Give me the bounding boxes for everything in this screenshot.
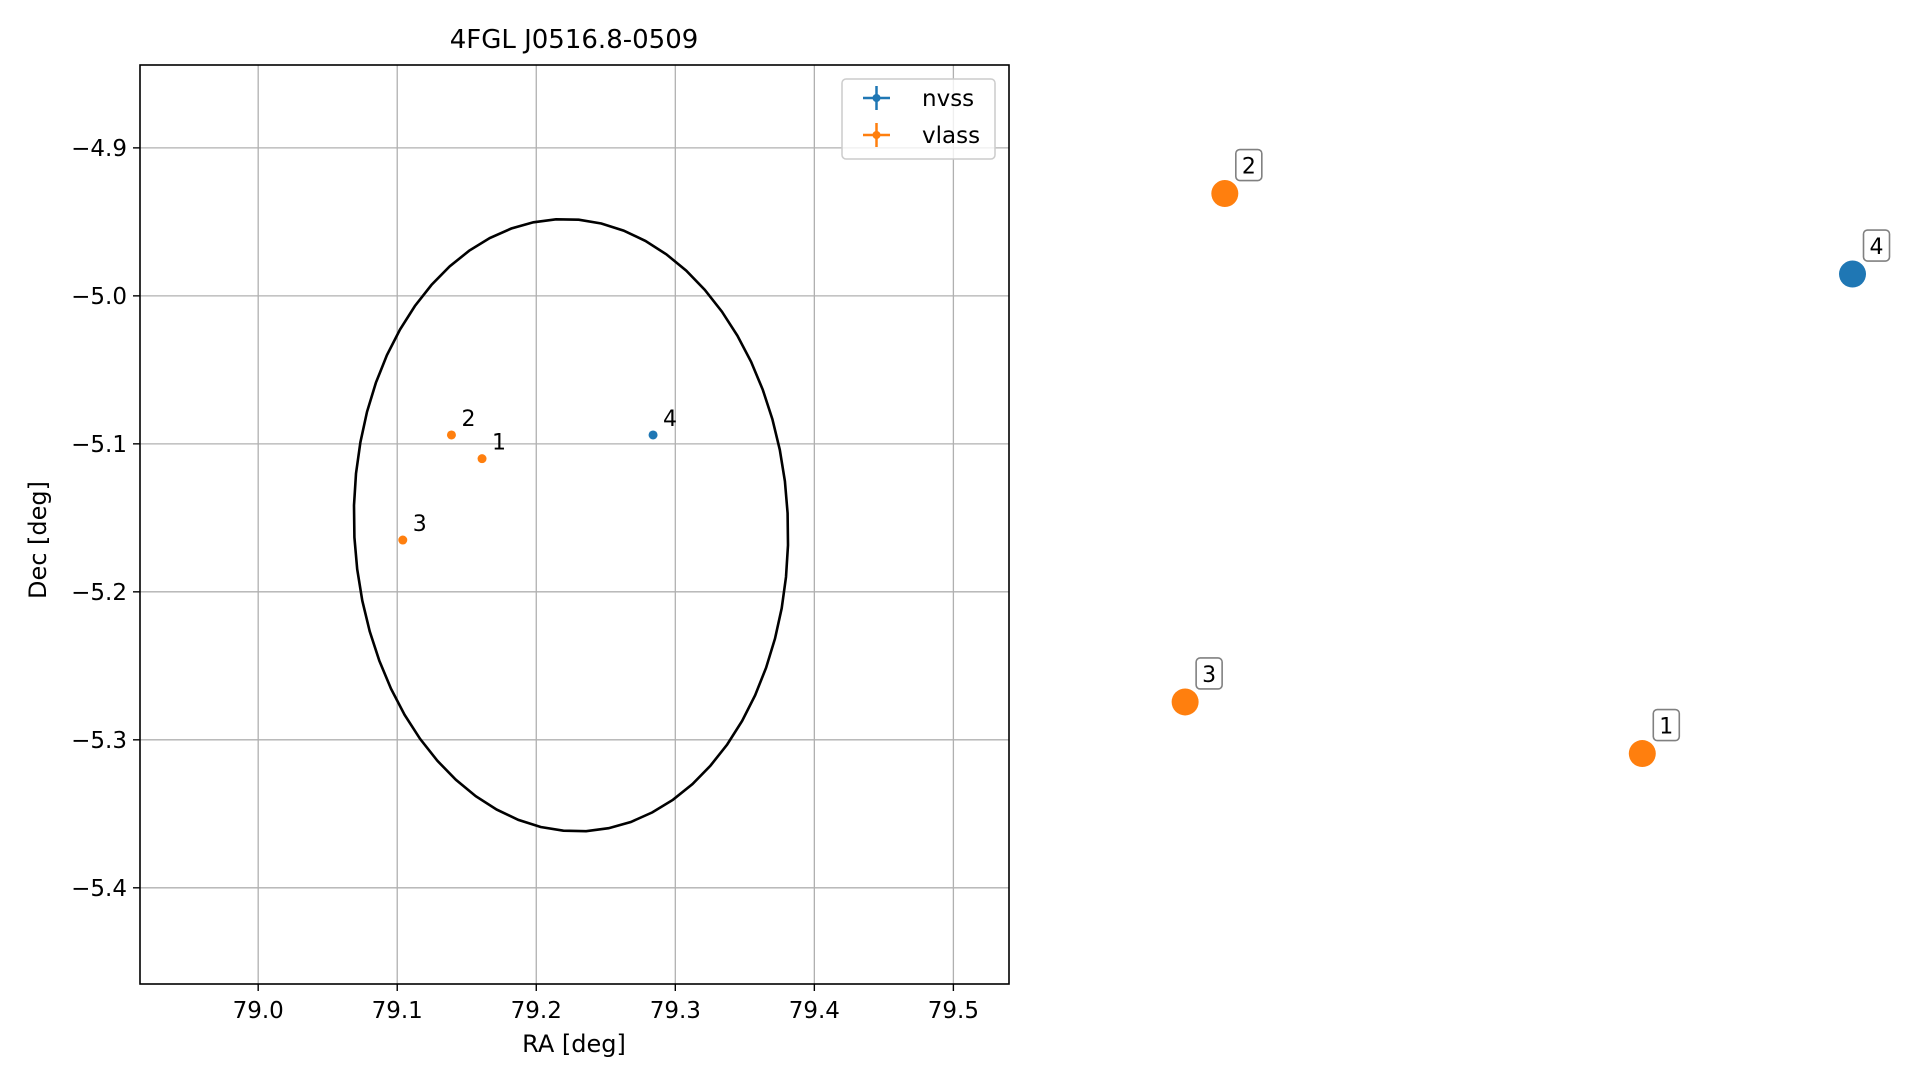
source-label-2: 2 [461, 407, 475, 432]
panel-label-2: 2 [1242, 155, 1256, 180]
source-marker-vlass-1 [477, 454, 487, 464]
panel-marker-nvss-4 [1839, 260, 1867, 288]
x-tick-label: 79.2 [511, 998, 562, 1024]
y-tick-label: −5.2 [71, 580, 127, 606]
grid-lines [140, 65, 1009, 984]
y-tick-label: −5.3 [71, 728, 127, 754]
source-label-4: 4 [663, 407, 677, 432]
panel-marker-vlass-3 [1171, 688, 1199, 716]
panel-label-1: 1 [1659, 715, 1673, 740]
plot-frame [139, 64, 1010, 985]
panel-label-box-1 [1652, 708, 1681, 742]
right-panel: 4 1 2 3 [1171, 148, 1891, 768]
panel-label-box-3 [1195, 657, 1223, 690]
legend-marker-vlass [863, 123, 890, 147]
source-label-1: 1 [492, 431, 506, 456]
x-axis-label: RA [deg] [522, 1030, 626, 1058]
x-axis-ticks: 79.0 79.1 79.2 79.3 79.4 79.5 [233, 984, 979, 1024]
source-marker-vlass-3 [398, 535, 408, 545]
panel-label-box-4 [1862, 229, 1891, 262]
ellipse-layer [352, 217, 790, 833]
plot-background [140, 65, 1009, 984]
x-tick-label: 79.3 [650, 998, 701, 1024]
source-marker-nvss-4 [648, 430, 658, 440]
y-tick-label: −5.0 [71, 284, 127, 310]
y-tick-label: −5.4 [71, 876, 127, 902]
legend-marker-nvss [863, 86, 890, 110]
x-tick-label: 79.5 [928, 998, 979, 1024]
source-label-3: 3 [413, 512, 427, 537]
legend: nvss vlass [841, 78, 996, 160]
y-axis-ticks: −4.9 −5.0 −5.1 −5.2 −5.3 −5.4 [71, 136, 140, 902]
panel-label-box-2 [1235, 148, 1263, 182]
localization-ellipse [352, 217, 790, 833]
panel-marker-vlass-1 [1628, 740, 1656, 768]
x-tick-label: 79.1 [372, 998, 423, 1024]
panel-label-4: 4 [1870, 235, 1884, 260]
x-tick-label: 79.4 [789, 998, 840, 1024]
legend-label-vlass: vlass [922, 123, 980, 149]
panel-marker-vlass-2 [1211, 180, 1239, 208]
x-tick-label: 79.0 [233, 998, 284, 1024]
chart-title: 4FGL J0516.8-0509 [450, 25, 699, 55]
source-marker-vlass-2 [446, 430, 456, 440]
y-axis-label: Dec [deg] [24, 481, 52, 599]
legend-label-nvss: nvss [922, 86, 974, 112]
y-tick-label: −5.1 [71, 432, 127, 458]
y-tick-label: −4.9 [71, 136, 127, 162]
panel-label-3: 3 [1202, 663, 1216, 688]
points-layer: 4 12 3 [398, 407, 677, 545]
